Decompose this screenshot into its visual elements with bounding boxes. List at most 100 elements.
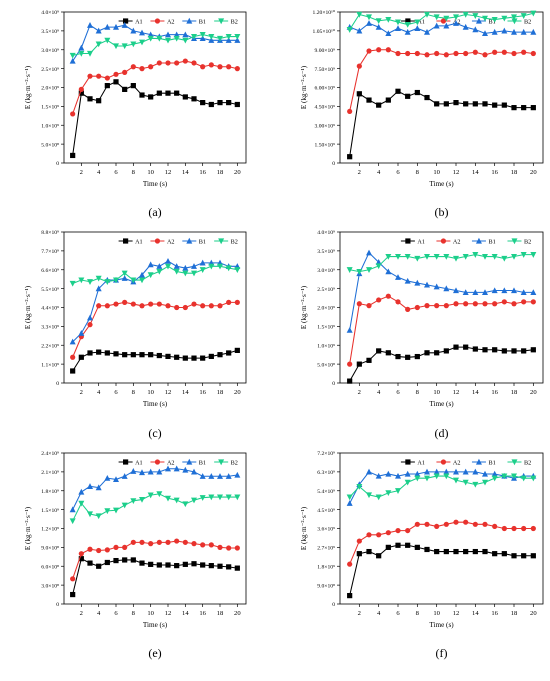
- data-point-a1: [78, 354, 84, 360]
- y-tick-label: 1.2×10⁹: [41, 527, 59, 533]
- data-point-b2: [130, 41, 137, 48]
- data-point-b2: [520, 13, 527, 19]
- x-tick-label: 2: [358, 610, 361, 617]
- data-point-a1: [182, 94, 188, 100]
- x-tick-label: 4: [97, 389, 101, 396]
- data-point-a2: [453, 50, 459, 57]
- data-point-a1: [405, 542, 411, 548]
- data-point-b1: [462, 468, 469, 475]
- data-point-b2: [156, 268, 163, 275]
- x-tick-label: 4: [377, 169, 381, 176]
- data-point-a1: [414, 89, 420, 96]
- data-point-b1: [191, 468, 197, 475]
- chart-panel-e: 0 3.0×10⁸ 6.0×10⁸ 9.0×10⁸ 1.2×10⁹ 1.5×10⁹ 1.8×…: [24, 451, 247, 660]
- x-tick-label: 6: [396, 389, 400, 396]
- x-axis-label: Time (s): [143, 621, 168, 629]
- x-tick-label: 6: [114, 169, 118, 176]
- data-point-b2: [404, 21, 411, 28]
- data-point-a2: [122, 544, 128, 550]
- data-point-b1: [225, 473, 232, 479]
- data-point-a1: [424, 546, 430, 553]
- data-point-b1: [113, 476, 119, 483]
- data-point-a1: [208, 101, 214, 108]
- data-point-b1: [482, 289, 488, 295]
- data-point-b2: [356, 11, 363, 18]
- data-point-b2: [366, 267, 372, 273]
- data-point-a2: [78, 551, 84, 557]
- data-point-a1: [453, 344, 459, 350]
- data-point-a2: [424, 303, 430, 309]
- data-point-b2: [424, 475, 430, 482]
- data-point-b2: [520, 252, 527, 258]
- legend-marker: [405, 238, 411, 244]
- data-point-a1: [385, 97, 391, 103]
- legend-label: A1: [417, 18, 425, 25]
- legend-marker: [440, 18, 447, 24]
- data-point-a2: [511, 301, 517, 307]
- data-point-b1: [147, 468, 154, 475]
- data-point-a1: [208, 353, 214, 360]
- y-tick-label: 1.8×10⁹: [41, 489, 59, 495]
- x-axis-label: Time (s): [429, 400, 454, 408]
- data-point-a2: [70, 111, 76, 117]
- data-point-b2: [375, 494, 382, 501]
- data-point-a2: [434, 50, 440, 57]
- x-tick-label: 6: [396, 610, 400, 617]
- data-point-b2: [346, 267, 353, 273]
- data-point-b2: [491, 253, 498, 260]
- data-point-a2: [482, 301, 488, 307]
- data-point-b2: [139, 39, 145, 46]
- series-line-a2: [349, 295, 534, 365]
- x-tick-label: 14: [182, 389, 189, 396]
- data-point-b1: [121, 22, 128, 28]
- data-point-b1: [121, 473, 128, 479]
- data-point-b1: [182, 31, 189, 38]
- legend-label: A2: [167, 238, 175, 245]
- y-tick-label: 2.2×10⁹: [41, 343, 59, 349]
- data-point-b1: [385, 470, 392, 477]
- data-point-b1: [121, 275, 128, 281]
- y-tick-label: 2.0×10⁹: [317, 306, 335, 312]
- x-axis-label: Time (s): [429, 180, 454, 188]
- data-point-b1: [346, 500, 353, 506]
- x-tick-label: 8: [416, 169, 420, 176]
- data-point-a1: [530, 347, 536, 353]
- data-point-a2: [376, 47, 382, 53]
- data-point-a2: [234, 545, 240, 551]
- data-point-a1: [356, 551, 362, 557]
- data-point-b1: [404, 28, 411, 35]
- data-point-a2: [148, 301, 154, 307]
- data-point-b2: [121, 502, 128, 509]
- y-tick-label: 1.5×10⁹: [41, 508, 59, 514]
- data-point-b2: [182, 501, 189, 508]
- data-point-b1: [433, 283, 440, 290]
- data-point-a1: [174, 90, 180, 96]
- data-point-b2: [511, 473, 517, 480]
- data-point-a2: [226, 299, 232, 305]
- data-point-a2: [482, 521, 488, 527]
- y-tick-label: 2.1×10⁹: [41, 470, 59, 476]
- data-point-a2: [156, 539, 162, 545]
- y-tick-label: 0: [56, 381, 59, 387]
- legend-marker: [123, 459, 129, 465]
- data-point-a2: [139, 66, 145, 72]
- data-point-b1: [501, 27, 508, 34]
- x-tick-label: 18: [217, 389, 224, 396]
- data-point-b2: [414, 475, 421, 482]
- data-point-b2: [191, 270, 197, 277]
- legend-label: B2: [231, 18, 238, 25]
- data-point-a2: [174, 304, 180, 311]
- y-tick-label: 0: [56, 602, 59, 608]
- x-tick-label: 14: [472, 610, 479, 617]
- y-tick-label: 8.8×10⁹: [41, 230, 59, 236]
- data-point-b1: [95, 285, 102, 292]
- data-point-b2: [69, 52, 76, 59]
- data-point-b1: [95, 484, 102, 491]
- legend-label: A1: [417, 459, 425, 466]
- x-tick-label: 10: [147, 389, 154, 396]
- x-tick-label: 2: [80, 610, 83, 617]
- data-point-b2: [199, 495, 206, 501]
- y-tick-label: 0: [332, 381, 335, 387]
- x-tick-label: 12: [165, 169, 172, 176]
- data-point-b1: [462, 289, 469, 295]
